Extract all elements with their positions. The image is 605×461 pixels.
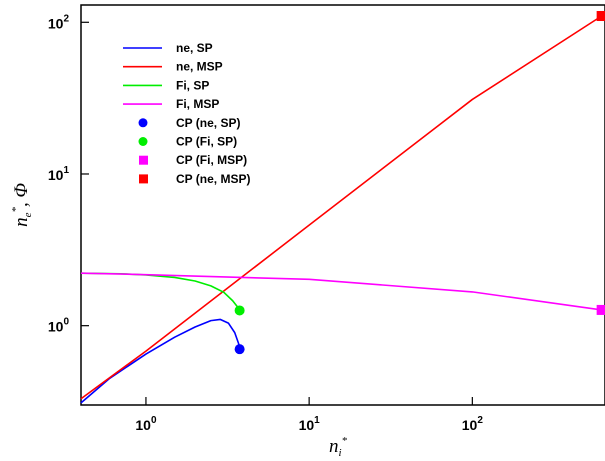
series-line-fi-msp (80, 272, 602, 311)
plot-frame (80, 4, 605, 406)
legend-circle-swatch (138, 118, 148, 128)
y-axis-title: ne*, Φ (10, 183, 34, 227)
marker-cp-fi-sp (234, 305, 245, 316)
series-line-fi-sp (80, 272, 241, 311)
legend-item: Fi, MSP (123, 97, 219, 111)
legend-item: CP (ne, MSP) (139, 172, 250, 186)
y-axis-title-sup: * (10, 207, 22, 213)
legend-label: CP (Fi, SP) (176, 135, 237, 149)
legend-item: CP (Fi, SP) (138, 135, 237, 149)
legend-item: Fi, SP (123, 78, 209, 92)
y-tick-label: 101 (48, 165, 70, 183)
legend-label: CP (Fi, MSP) (176, 153, 247, 167)
x-axis-ticks: 100 101 102 (135, 397, 483, 433)
legend-label: ne, MSP (176, 60, 223, 74)
x-tick-label: 101 (299, 415, 321, 433)
series-line-ne-sp (80, 318, 241, 404)
marker-cp-fi-msp (596, 304, 605, 315)
legend-circle-swatch (138, 137, 148, 146)
y-axis-title-main: n (11, 217, 32, 227)
legend-item: CP (ne, SP) (138, 116, 240, 130)
series-layer (80, 15, 603, 404)
x-tick-label: 100 (135, 415, 157, 433)
legend-square-swatch (139, 174, 148, 184)
legend-label: CP (ne, MSP) (176, 172, 250, 186)
series-line-ne-msp (80, 15, 603, 400)
x-axis-title-sub: i (338, 447, 341, 459)
legend-item: CP (Fi, MSP) (139, 153, 247, 167)
x-tick-label: 102 (462, 415, 484, 433)
y-tick-label: 102 (48, 13, 70, 31)
marker-cp-ne-sp (234, 344, 245, 355)
legend-square-swatch (139, 155, 148, 165)
x-axis-title-main: n (329, 436, 339, 457)
marker-layer (234, 11, 605, 355)
x-axis-title: ni* (329, 435, 348, 459)
marker-cp-ne-msp (596, 11, 605, 22)
y-axis-ticks: 100 101 102 (48, 13, 89, 335)
x-axis-title-sup: * (342, 435, 348, 447)
legend-item: ne, MSP (123, 60, 223, 74)
y-tick-label: 100 (48, 317, 70, 335)
y-axis-title-sub: e (22, 212, 34, 217)
legend-item: ne, SP (123, 41, 213, 55)
legend-label: Fi, SP (176, 78, 209, 92)
legend-label: Fi, MSP (176, 97, 219, 111)
legend: ne, SP ne, MSP Fi, SP Fi, MSP CP (ne, SP) CP … (116, 34, 256, 190)
legend-label: ne, SP (176, 41, 213, 55)
legend-label: CP (ne, SP) (176, 116, 240, 130)
y-axis-title-suffix: , Φ (11, 183, 32, 207)
